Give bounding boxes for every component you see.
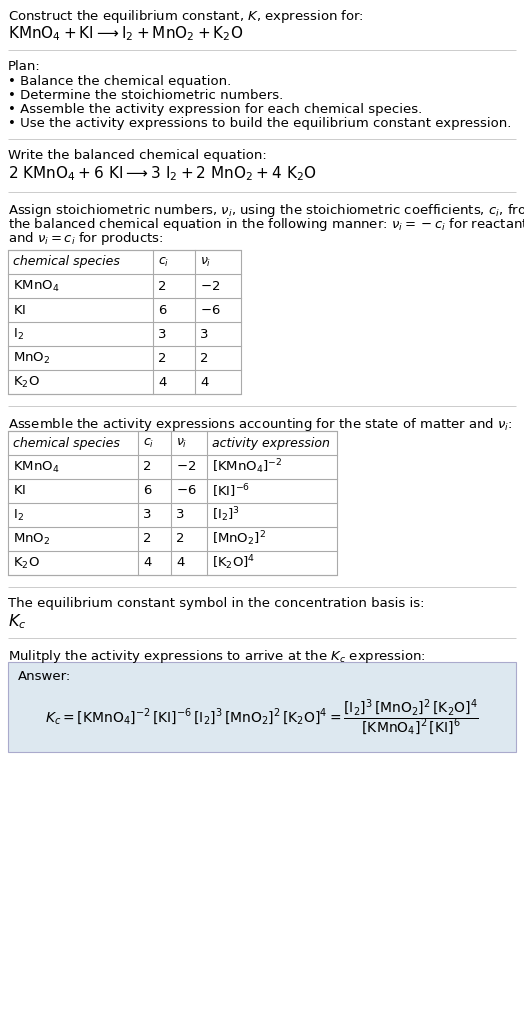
Text: 4: 4 (158, 375, 167, 388)
Bar (8, 250, 241, 394)
Text: 6: 6 (143, 485, 151, 497)
Bar (8, 662, 516, 752)
Text: 3: 3 (200, 328, 209, 340)
Text: $-6$: $-6$ (200, 303, 221, 317)
Text: $-6$: $-6$ (176, 485, 196, 497)
Text: 2: 2 (158, 352, 167, 365)
Text: 2: 2 (176, 533, 184, 545)
Text: $[\mathrm{KI}]^{-6}$: $[\mathrm{KI}]^{-6}$ (212, 482, 250, 500)
Text: and $\nu_i = c_i$ for products:: and $\nu_i = c_i$ for products: (8, 230, 163, 247)
Text: 2: 2 (158, 280, 167, 292)
Text: $[\mathrm{I_2}]^3$: $[\mathrm{I_2}]^3$ (212, 505, 240, 525)
Text: $\mathrm{KMnO_4}$: $\mathrm{KMnO_4}$ (13, 459, 59, 475)
Text: $\mathrm{KI}$: $\mathrm{KI}$ (13, 485, 26, 497)
Text: $[\mathrm{MnO_2}]^2$: $[\mathrm{MnO_2}]^2$ (212, 530, 266, 548)
Text: • Use the activity expressions to build the equilibrium constant expression.: • Use the activity expressions to build … (8, 117, 511, 130)
Text: • Determine the stoichiometric numbers.: • Determine the stoichiometric numbers. (8, 89, 283, 103)
Text: Assign stoichiometric numbers, $\nu_i$, using the stoichiometric coefficients, $: Assign stoichiometric numbers, $\nu_i$, … (8, 202, 524, 219)
Text: activity expression: activity expression (212, 437, 330, 450)
Text: Mulitply the activity expressions to arrive at the $K_c$ expression:: Mulitply the activity expressions to arr… (8, 648, 426, 665)
Bar (8, 430, 337, 575)
Text: The equilibrium constant symbol in the concentration basis is:: The equilibrium constant symbol in the c… (8, 597, 424, 610)
Text: • Assemble the activity expression for each chemical species.: • Assemble the activity expression for e… (8, 102, 422, 116)
Text: $-2$: $-2$ (176, 460, 196, 474)
Text: Assemble the activity expressions accounting for the state of matter and $\nu_i$: Assemble the activity expressions accoun… (8, 416, 512, 433)
Text: $-2$: $-2$ (200, 280, 220, 292)
Text: Answer:: Answer: (18, 670, 71, 683)
Text: $K_c = [\mathrm{KMnO_4}]^{-2}\,[\mathrm{KI}]^{-6}\,[\mathrm{I_2}]^3\,[\mathrm{Mn: $K_c = [\mathrm{KMnO_4}]^{-2}\,[\mathrm{… (45, 698, 479, 738)
Text: 4: 4 (176, 557, 184, 570)
Text: chemical species: chemical species (13, 437, 120, 450)
Text: 2: 2 (143, 460, 151, 474)
Text: 6: 6 (158, 303, 167, 317)
Text: $\mathrm{MnO_2}$: $\mathrm{MnO_2}$ (13, 351, 50, 366)
Text: $[\mathrm{K_2O}]^4$: $[\mathrm{K_2O}]^4$ (212, 554, 255, 572)
Bar (8, 430, 337, 575)
Text: chemical species: chemical species (13, 255, 120, 269)
Text: $\mathrm{2\ KMnO_4 + 6\ KI \longrightarrow 3\ I_2 + 2\ MnO_2 + 4\ K_2O}$: $\mathrm{2\ KMnO_4 + 6\ KI \longrightarr… (8, 164, 316, 182)
Text: $\nu_i$: $\nu_i$ (200, 255, 211, 269)
Text: $\mathrm{MnO_2}$: $\mathrm{MnO_2}$ (13, 531, 50, 546)
Text: Plan:: Plan: (8, 60, 41, 73)
Text: Construct the equilibrium constant, $K$, expression for:: Construct the equilibrium constant, $K$,… (8, 8, 364, 25)
Text: $\mathrm{KI}$: $\mathrm{KI}$ (13, 303, 26, 317)
Text: 2: 2 (143, 533, 151, 545)
Text: 3: 3 (143, 508, 151, 522)
Text: 3: 3 (158, 328, 167, 340)
Text: $\nu_i$: $\nu_i$ (176, 437, 188, 450)
Text: $\mathrm{K_2O}$: $\mathrm{K_2O}$ (13, 374, 40, 390)
Text: $\mathrm{KMnO_4 + KI \longrightarrow I_2 + MnO_2 + K_2O}$: $\mathrm{KMnO_4 + KI \longrightarrow I_2… (8, 24, 243, 43)
Text: $c_i$: $c_i$ (158, 255, 169, 269)
Text: 2: 2 (200, 352, 209, 365)
Text: 4: 4 (143, 557, 151, 570)
Text: $\mathrm{K_2O}$: $\mathrm{K_2O}$ (13, 556, 40, 571)
Text: $\mathrm{I_2}$: $\mathrm{I_2}$ (13, 326, 24, 341)
Text: 4: 4 (200, 375, 209, 388)
Text: $c_i$: $c_i$ (143, 437, 154, 450)
Text: $[\mathrm{KMnO_4}]^{-2}$: $[\mathrm{KMnO_4}]^{-2}$ (212, 457, 282, 477)
Text: • Balance the chemical equation.: • Balance the chemical equation. (8, 75, 231, 88)
Text: $K_c$: $K_c$ (8, 612, 26, 630)
Bar (8, 250, 241, 394)
Text: $\mathrm{I_2}$: $\mathrm{I_2}$ (13, 507, 24, 523)
Text: $\mathrm{KMnO_4}$: $\mathrm{KMnO_4}$ (13, 279, 59, 293)
Text: the balanced chemical equation in the following manner: $\nu_i = -c_i$ for react: the balanced chemical equation in the fo… (8, 216, 524, 233)
Text: Write the balanced chemical equation:: Write the balanced chemical equation: (8, 149, 267, 162)
Text: 3: 3 (176, 508, 184, 522)
